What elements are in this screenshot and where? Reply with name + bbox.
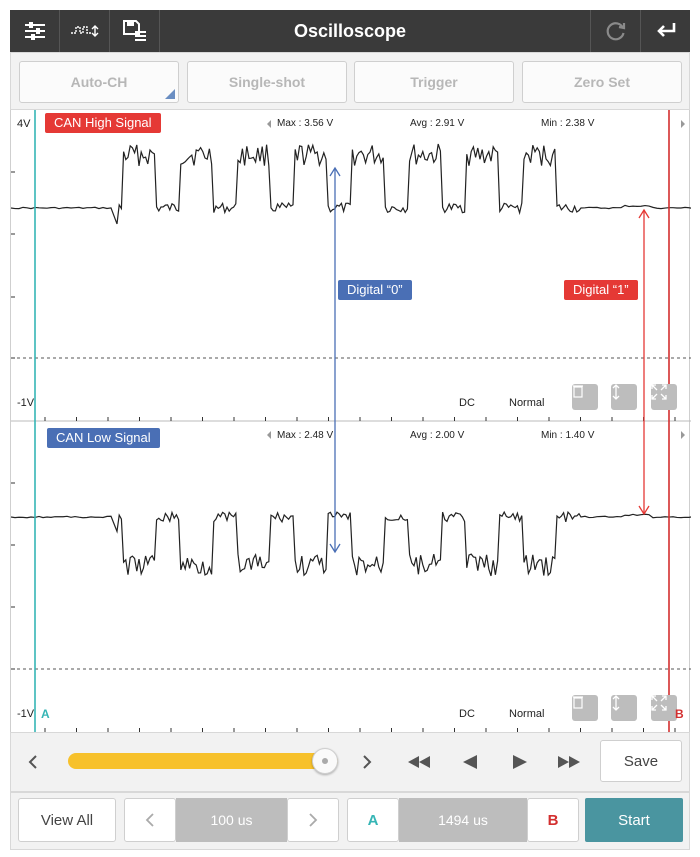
step-back-button[interactable]	[455, 749, 485, 775]
playback-controls: Save	[10, 732, 690, 792]
trash-icon	[573, 385, 583, 398]
save-button[interactable]: Save	[600, 740, 682, 782]
back-icon	[656, 23, 675, 37]
can-high-waveform	[11, 143, 691, 225]
dropdown-corner-icon	[165, 89, 175, 99]
cursor-a-label[interactable]: A	[41, 707, 50, 721]
auto-ch-label: Auto-CH	[70, 74, 128, 90]
vertical-arrows-icon	[612, 384, 620, 400]
chevron-right-icon	[309, 813, 318, 827]
fast-rewind-icon	[408, 756, 430, 768]
ch2-max-value: Max : 2.48 V	[277, 430, 334, 441]
settings-sliders-button[interactable]	[10, 10, 60, 52]
fast-forward-button[interactable]	[554, 749, 584, 775]
play-icon	[513, 755, 527, 769]
auto-ch-button[interactable]: Auto-CH	[19, 61, 179, 103]
ch2-signal-label: CAN Low Signal	[47, 428, 160, 448]
title-bar: Oscilloscope	[10, 10, 690, 52]
expand-icon	[651, 384, 667, 400]
scroll-left-button[interactable]	[21, 749, 45, 775]
zero-set-button[interactable]: Zero Set	[522, 61, 682, 103]
save-list-icon	[122, 20, 146, 41]
fast-forward-icon	[558, 756, 580, 768]
ch2-avg-value: Avg : 2.00 V	[410, 430, 465, 441]
timebase-controls: View All 100 us A 1494 us B Start	[10, 792, 690, 850]
play-reverse-icon	[463, 755, 477, 769]
ch2-min-value: Min : 1.40 V	[541, 430, 595, 441]
ch1-signal-label: CAN High Signal	[45, 113, 161, 133]
sliders-icon	[24, 22, 45, 40]
single-shot-button[interactable]: Single-shot	[187, 61, 347, 103]
digital0-label: Digital “0”	[338, 280, 412, 300]
cursor-a-button[interactable]: A	[347, 798, 399, 842]
expand-icon	[651, 695, 667, 711]
digital1-label: Digital “1”	[564, 280, 638, 300]
ch1-vertical-move-button[interactable]	[611, 384, 637, 410]
ch1-avg-value: Avg : 2.91 V	[410, 118, 465, 129]
ch1-expand-button[interactable]	[651, 384, 677, 410]
trigger-button[interactable]: Trigger	[354, 61, 514, 103]
ch1-delete-button[interactable]	[572, 384, 598, 410]
ch2-coupling: DC	[459, 708, 475, 720]
position-slider-knob[interactable]	[311, 748, 338, 774]
ch1-mode: Normal	[509, 397, 545, 409]
timebase-decrease-button[interactable]	[124, 798, 176, 842]
ch1-y-bottom-label: -1V	[17, 397, 35, 409]
waveform-icon	[70, 25, 98, 37]
refresh-button[interactable]	[590, 10, 640, 52]
scope-grid	[11, 110, 691, 732]
waveform-button[interactable]	[60, 10, 110, 52]
ch2-mode: Normal	[509, 708, 545, 720]
ch1-min-value: Min : 2.38 V	[541, 118, 595, 129]
cursor-delta-value: 1494 us	[399, 798, 527, 842]
refresh-icon	[606, 22, 625, 41]
digital1-arrow	[638, 208, 650, 516]
can-low-waveform	[11, 510, 691, 577]
ch1-y-top-label: 4V	[17, 118, 31, 130]
timebase-increase-button[interactable]	[287, 798, 339, 842]
chevron-left-icon	[28, 755, 37, 769]
cursor-b-button[interactable]: B	[527, 798, 579, 842]
scope-toolbar: Auto-CH Single-shot Trigger Zero Set	[10, 52, 690, 110]
scroll-right-button[interactable]	[355, 749, 379, 775]
ch1-max-value: Max : 3.56 V	[277, 118, 334, 129]
ch1-coupling: DC	[459, 397, 475, 409]
back-button[interactable]	[640, 10, 690, 52]
step-forward-button[interactable]	[505, 749, 535, 775]
ch2-delete-button[interactable]	[572, 695, 598, 721]
view-all-button[interactable]: View All	[18, 798, 116, 842]
vertical-arrows-icon	[612, 695, 620, 711]
fast-rewind-button[interactable]	[404, 749, 434, 775]
chevron-right-icon	[363, 755, 372, 769]
position-slider-track[interactable]	[68, 753, 338, 769]
trash-icon	[573, 696, 583, 709]
chevron-left-icon	[145, 813, 154, 827]
digital0-arrow	[329, 166, 341, 554]
start-button[interactable]: Start	[585, 798, 683, 842]
scope-display[interactable]: 4V CAN High Signal Max : 3.56 V Avg : 2.…	[10, 110, 691, 732]
ch2-expand-button[interactable]	[651, 695, 677, 721]
ch2-vertical-move-button[interactable]	[611, 695, 637, 721]
cursor-b-label[interactable]: B	[675, 707, 684, 721]
save-data-button[interactable]	[110, 10, 160, 52]
timebase-value: 100 us	[176, 798, 287, 842]
ch2-y-bottom-label: -1V	[17, 708, 35, 720]
